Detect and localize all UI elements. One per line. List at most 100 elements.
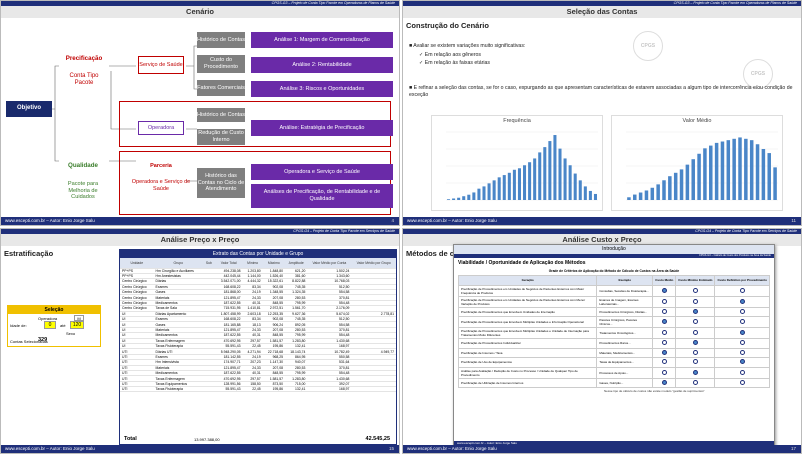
table-cell: Centro Cirúrgico bbox=[120, 300, 154, 307]
table-cell: 1.343,60 bbox=[307, 273, 352, 280]
footer-text: www.escepti.com.br – Autor: Enio Jorge S… bbox=[5, 218, 95, 223]
table-cell bbox=[202, 273, 215, 280]
slide-cenario[interactable]: CPGS-G3 – Projeto de Conta Tipo Pacote e… bbox=[0, 0, 400, 226]
table-row: Precificação de Procedimentos que Envolv… bbox=[457, 327, 770, 339]
rating-cell bbox=[675, 347, 716, 358]
table-cell: 621,20 bbox=[285, 268, 308, 274]
rating-cell bbox=[675, 295, 716, 308]
column-header: Sub bbox=[202, 258, 215, 269]
table-cell: 1.526,40 bbox=[262, 273, 286, 280]
reducao-custo-box: Redução de Custo Interno bbox=[197, 129, 245, 145]
table-cell: 8.822,88 bbox=[285, 278, 308, 285]
table-row: Precificação de Procedimentos em Unidade… bbox=[457, 284, 770, 297]
table-cell: 280,53 bbox=[285, 327, 308, 334]
chart-bar bbox=[563, 158, 567, 200]
table-row: Precificação de Procedimentos que Envolv… bbox=[457, 316, 770, 328]
table-cell: 715.931,95 bbox=[214, 305, 243, 312]
chart-bar bbox=[573, 173, 577, 200]
table-cell bbox=[202, 284, 215, 291]
rating-icon bbox=[661, 369, 667, 375]
table-cell: 512,50 bbox=[307, 316, 352, 323]
table-cell: 1.283,80 bbox=[285, 338, 308, 345]
chart-bar bbox=[477, 188, 481, 200]
column-header: Custo Médio bbox=[652, 275, 677, 286]
slide-selecao[interactable]: CPGS-G3 – Projeto de Conta Tipo Pacote e… bbox=[402, 0, 802, 226]
chart-title: Frequência bbox=[503, 118, 531, 124]
table-cell: Medicamentos bbox=[153, 332, 203, 339]
extrato-table: Unidade Grupo Sub Valor Total Mínimo Máximo Am… bbox=[120, 258, 396, 393]
table-cell bbox=[202, 370, 215, 377]
table-cell: Exames bbox=[153, 354, 203, 361]
table-cell bbox=[202, 327, 215, 334]
table-cell: 10.782,49 bbox=[307, 348, 352, 355]
rating-cell bbox=[652, 357, 677, 368]
chart-bar bbox=[656, 184, 660, 200]
table-cell: 554,48 bbox=[307, 332, 352, 339]
chart-title: Valor Médio bbox=[682, 118, 712, 124]
chart-bar bbox=[761, 149, 766, 200]
table-cell: Centro Cirúrgico bbox=[120, 294, 154, 301]
table-row: Centro Cirúrgico Gases 181.868,00 24,19 1.34… bbox=[120, 289, 396, 296]
table-cell: 392,07 bbox=[307, 381, 352, 388]
table-cell: 370,81 bbox=[307, 365, 352, 371]
chart-bar bbox=[487, 183, 491, 200]
chart-bar bbox=[502, 175, 506, 200]
table-cell bbox=[351, 365, 396, 371]
custo-procedimento-box: Custo do Procedimento bbox=[197, 55, 245, 73]
idade-ate-input[interactable]: 120 bbox=[70, 321, 84, 329]
table-cell: 906,24 bbox=[262, 321, 286, 328]
table-cell: UTI bbox=[120, 386, 154, 393]
table-row: UTI Exames 181.142,55 24,19 968,25 864,95 550,… bbox=[120, 354, 396, 361]
rating-icon bbox=[661, 298, 667, 304]
operadora-select[interactable]: M bbox=[74, 315, 84, 321]
slide-preco[interactable]: CPGS-G4 – Projeto de Conta Tipo Pacote e… bbox=[0, 228, 400, 454]
table-cell: 4.444,32 bbox=[242, 278, 263, 285]
table-cell: Materiais bbox=[153, 327, 203, 334]
rating-cell bbox=[652, 327, 677, 339]
rating-cell bbox=[714, 316, 770, 328]
table-row: Centro Cirúrgico Exames 168.608,22 83,34 902… bbox=[120, 284, 396, 291]
table-cell: 207,08 bbox=[262, 365, 286, 371]
bullet-1: ■ Avaliar se existem variações muito sig… bbox=[409, 43, 526, 49]
table-cell: 442.045,44 bbox=[214, 273, 243, 280]
table-row: UI Taxas Enfermagem 470.692,95 297,57 1.581,… bbox=[120, 338, 396, 345]
table-cell: 940,07 bbox=[285, 359, 308, 366]
table-cell bbox=[202, 316, 215, 323]
rating-icon bbox=[739, 319, 745, 324]
table-cell: 848,55 bbox=[262, 332, 286, 339]
idade-de-input[interactable]: 0 bbox=[44, 321, 56, 329]
rating-cell bbox=[675, 316, 716, 328]
table-cell: 55.591,43 bbox=[214, 343, 243, 350]
table-cell: Processos de Apoio... bbox=[596, 366, 654, 379]
table-cell bbox=[351, 321, 396, 328]
rating-cell bbox=[652, 377, 677, 388]
table-cell: 22,45 bbox=[242, 343, 263, 350]
rating-cell bbox=[652, 284, 677, 297]
table-cell bbox=[351, 284, 396, 291]
table-row: UI Medicamentos 187.622,55 40,31 848,55 795,9… bbox=[120, 332, 396, 339]
table-cell bbox=[202, 365, 215, 371]
table-cell: 4.271,94 bbox=[242, 348, 263, 355]
rating-cell bbox=[652, 306, 677, 317]
table-cell bbox=[202, 268, 215, 274]
table-cell: 2.603,18 bbox=[242, 311, 263, 318]
table-cell: 1.147,30 bbox=[262, 359, 286, 366]
table-cell: 9.627,36 bbox=[285, 311, 308, 318]
table-cell: 15.322,61 bbox=[262, 278, 286, 285]
servico-saude-box: Serviço de Saúde bbox=[138, 56, 184, 74]
rating-icon bbox=[661, 340, 667, 346]
chart-bar bbox=[528, 162, 532, 200]
table-cell bbox=[202, 343, 215, 350]
rating-cell bbox=[675, 306, 716, 317]
table-cell: 4.949,77 bbox=[351, 348, 396, 355]
column-header: Custo Definitivo por Procedimento bbox=[714, 275, 770, 286]
table-cell: 132,41 bbox=[285, 386, 308, 393]
slide-title: Análise Preço x Preço bbox=[160, 235, 240, 244]
table-row: Precificação de Procedimentos em Unidade… bbox=[457, 295, 770, 308]
slide-custo[interactable]: CPGS-G4 – Projeto de Conta Tipo Pacote e… bbox=[402, 228, 802, 454]
chart-bar bbox=[714, 142, 719, 200]
table-cell: 24,33 bbox=[242, 327, 263, 334]
chart-bar bbox=[697, 153, 701, 200]
table-cell: Exames bbox=[153, 284, 203, 291]
table-cell: UTI bbox=[120, 359, 154, 366]
